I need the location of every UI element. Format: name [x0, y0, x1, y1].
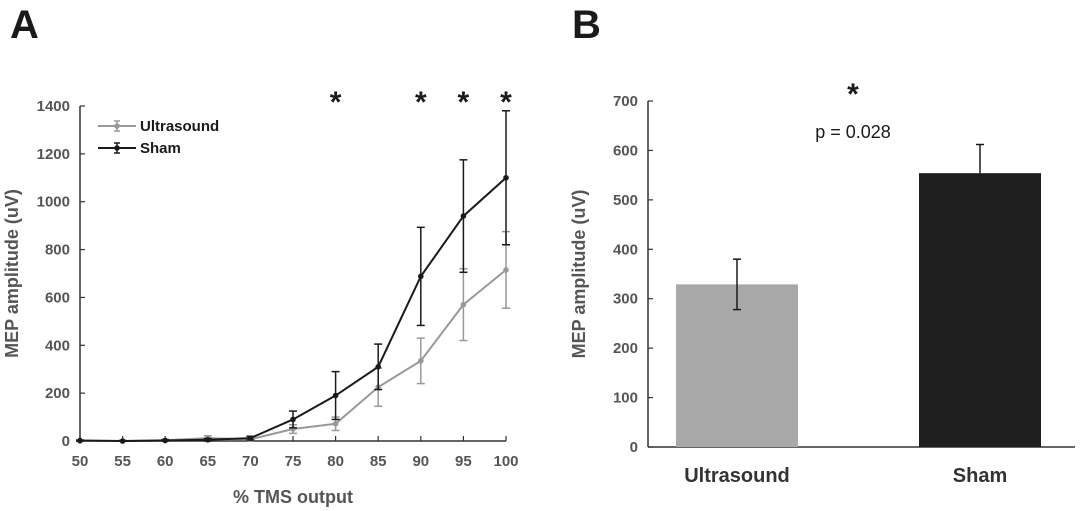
- data-point: [418, 358, 424, 364]
- significance-star: *: [415, 86, 427, 119]
- significance-star: *: [847, 78, 859, 111]
- x-tick-label: 90: [412, 453, 429, 470]
- x-tick-label: 75: [285, 453, 302, 470]
- x-tick-label: 55: [114, 453, 131, 470]
- series-line: [79, 177, 507, 443]
- x-tick-label: 95: [455, 453, 472, 470]
- data-point: [332, 420, 339, 427]
- data-point: [205, 437, 211, 443]
- bar-ultrasound: [676, 284, 798, 447]
- x-tick-label: 65: [199, 453, 216, 470]
- data-point: [119, 438, 126, 444]
- significance-star: *: [458, 86, 470, 119]
- y-tick-label: 200: [613, 340, 638, 357]
- x-tick-label: 80: [327, 453, 344, 470]
- x-tick-label: 50: [72, 453, 89, 470]
- data-point: [332, 392, 339, 399]
- x-axis-label: % TMS output: [233, 487, 353, 507]
- y-axis-label: MEP amplitude (uV): [569, 190, 589, 359]
- y-tick-label: 400: [613, 241, 638, 258]
- y-tick-label: 1000: [37, 194, 70, 211]
- y-tick-label: 500: [613, 192, 638, 209]
- y-tick-label: 0: [630, 439, 638, 456]
- y-tick-label: 700: [613, 93, 638, 110]
- x-tick-label: 70: [242, 453, 259, 470]
- y-tick-label: 1200: [37, 146, 70, 163]
- legend-marker: [114, 145, 120, 151]
- data-point: [375, 364, 382, 370]
- data-point: [77, 437, 83, 444]
- category-label: Ultrasound: [684, 465, 790, 487]
- y-tick-label: 200: [45, 385, 70, 402]
- data-point: [503, 174, 509, 181]
- bar-chart-b: 0 100 200 300 400 500 600 700 MEP amplitude (uV)…: [569, 78, 1075, 487]
- p-value-label: p = 0.028: [815, 122, 891, 142]
- data-point: [247, 435, 254, 441]
- category-label: Sham: [953, 465, 1007, 487]
- x-tick-label: 85: [370, 453, 387, 470]
- data-point: [503, 267, 509, 273]
- y-axis-label: MEP amplitude (uV): [2, 189, 22, 358]
- legend: Ultrasound Sham: [98, 118, 219, 157]
- y-tick-label: 100: [613, 390, 638, 407]
- x-tick-label: 60: [157, 453, 174, 470]
- y-tick-label: 0: [62, 433, 70, 450]
- data-point: [162, 437, 168, 444]
- data-point: [418, 273, 424, 280]
- x-tick-label: 100: [493, 453, 518, 470]
- data-point: [460, 213, 467, 219]
- bar-sham: [919, 173, 1041, 447]
- legend-label: Ultrasound: [140, 118, 219, 135]
- series-sham: [76, 110, 510, 444]
- panel-a-label: A: [10, 3, 39, 47]
- significance-star: *: [330, 86, 342, 119]
- legend-marker: [114, 123, 120, 129]
- y-tick-label: 800: [45, 242, 70, 259]
- y-tick-label: 600: [45, 289, 70, 306]
- significance-star: *: [500, 86, 512, 119]
- y-tick-label: 600: [613, 142, 638, 159]
- legend-label: Sham: [140, 140, 181, 157]
- y-tick-label: 1400: [37, 98, 70, 115]
- y-tick-label: 400: [45, 337, 70, 354]
- panel-b-label: B: [572, 3, 601, 47]
- data-point: [290, 416, 296, 423]
- line-chart-a: 0 200 400 600 800 1000 1200 1400 50 55 60 65 70 75 80 8…: [2, 86, 519, 507]
- y-tick-label: 300: [613, 291, 638, 308]
- data-point: [460, 301, 467, 308]
